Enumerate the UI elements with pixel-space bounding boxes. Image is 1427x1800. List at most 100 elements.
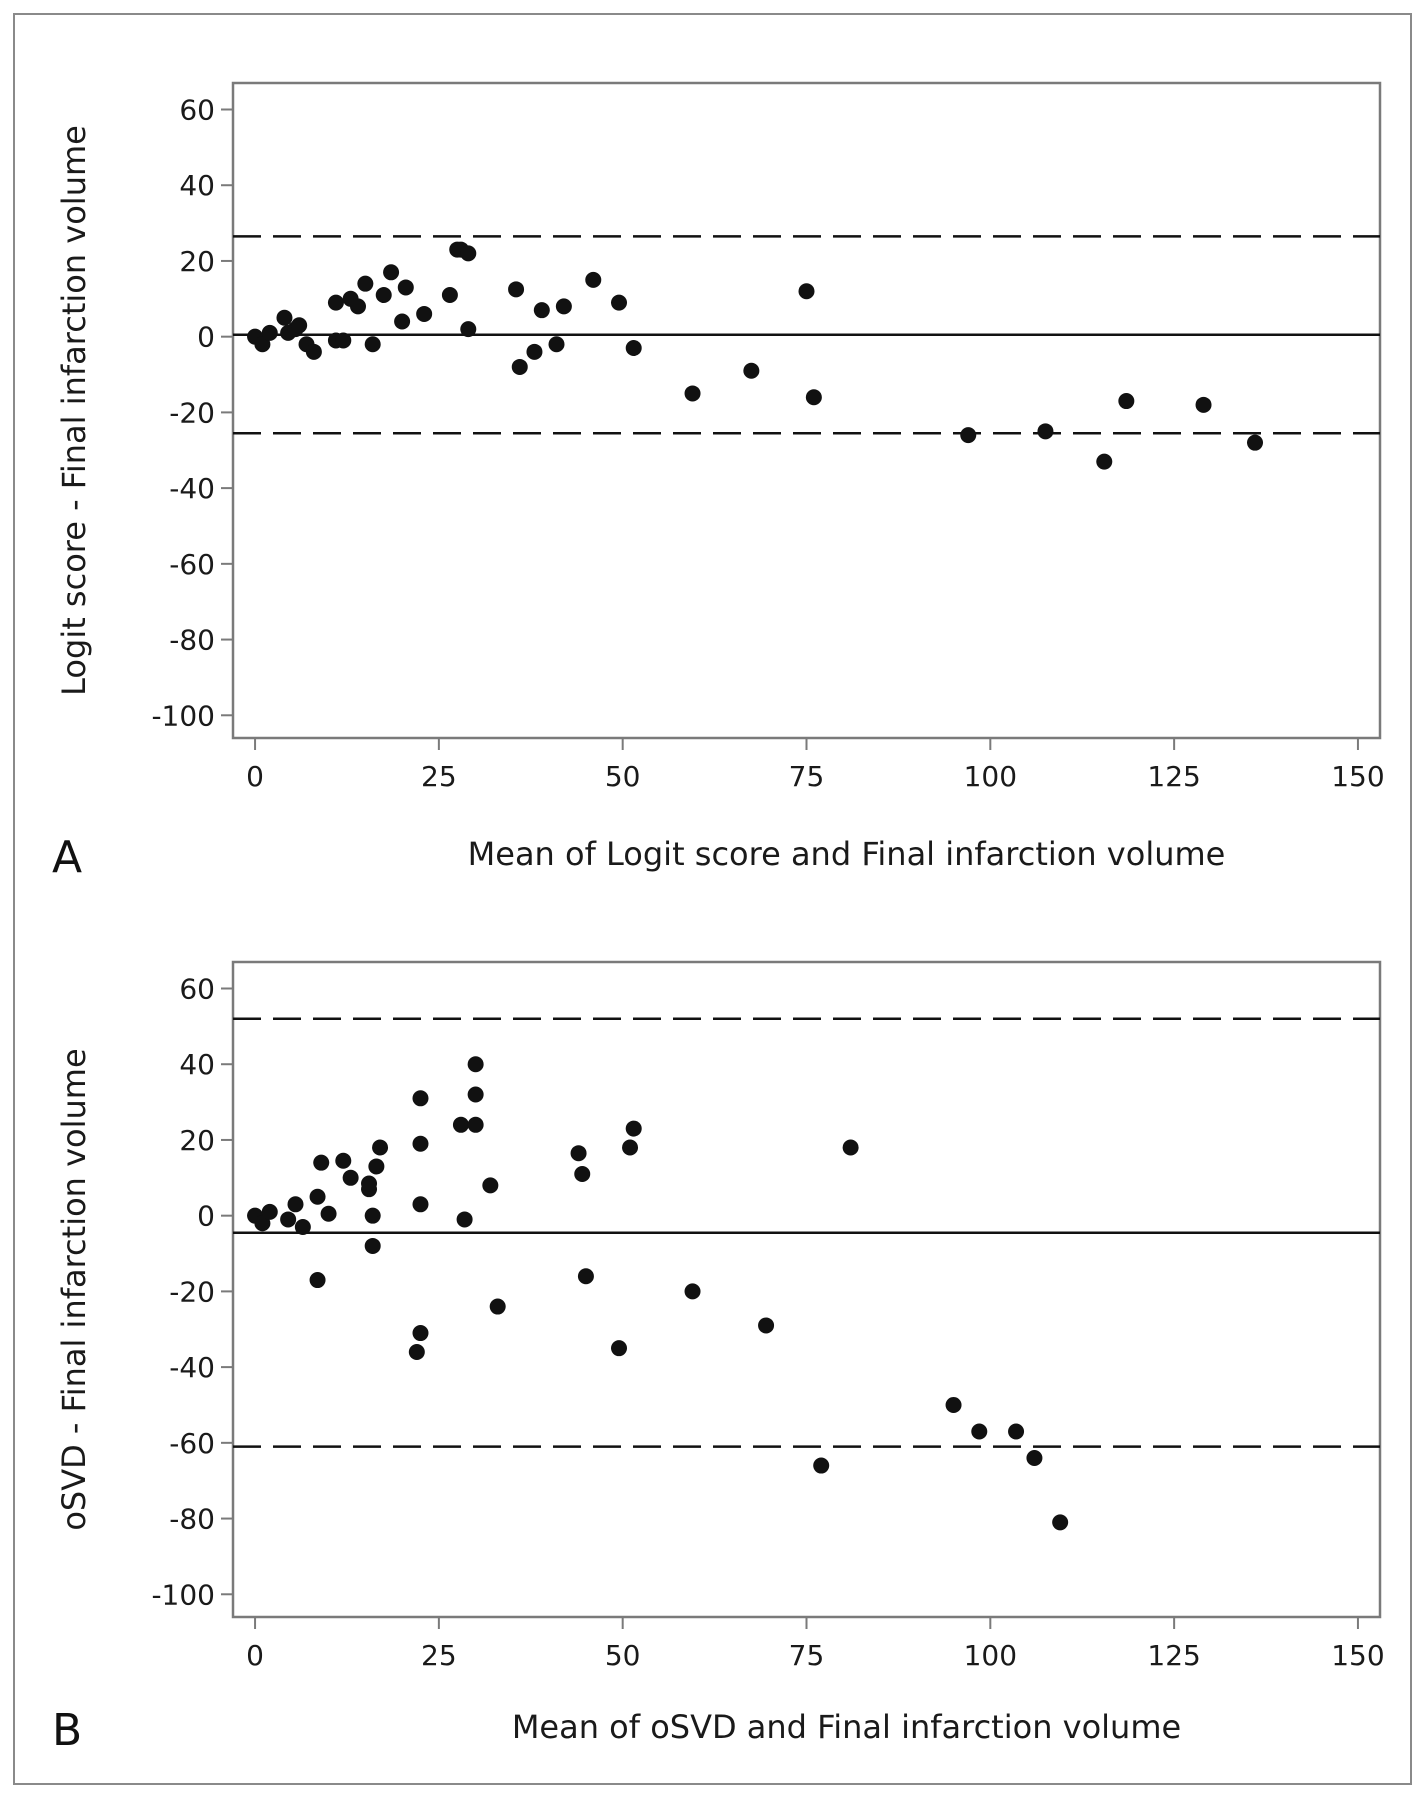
- panel-a-data-point: [254, 336, 271, 353]
- panel-b-x-tick-label: 150: [1331, 1639, 1384, 1672]
- panel-b-data-point: [1026, 1449, 1043, 1466]
- panel-b-data-point: [364, 1207, 381, 1224]
- panel-a-data-point: [460, 321, 477, 338]
- panel-b-data-point: [412, 1325, 429, 1342]
- panel-b-y-tick-label: -20: [169, 1275, 215, 1308]
- panel-a-x-tick-label: 150: [1331, 760, 1384, 793]
- figure-frame: [13, 13, 1412, 1785]
- panel-b-x-tick-label: 100: [964, 1639, 1017, 1672]
- panel-b-x-tick-label: 125: [1147, 1639, 1200, 1672]
- panel-a-data-point: [1037, 423, 1054, 440]
- panel-b-plot-area: [231, 960, 1382, 1619]
- panel-a-data-point: [335, 332, 352, 349]
- panel-a-y-tick-label: 20: [179, 245, 215, 278]
- panel-a-data-point: [397, 279, 414, 296]
- panel-a-x-tick-label: 100: [964, 760, 1017, 793]
- panel-a-label: A: [52, 832, 82, 883]
- panel-a-data-point: [548, 336, 565, 353]
- panel-b-data-point: [342, 1169, 359, 1186]
- panel-b-data-point: [335, 1152, 352, 1169]
- panel-b-data-point: [1052, 1514, 1069, 1531]
- panel-a-data-point: [460, 245, 477, 262]
- panel-b-data-point: [320, 1205, 337, 1222]
- panel-b-x-tick-label: 50: [605, 1639, 641, 1672]
- panel-a-data-point: [291, 317, 308, 334]
- panel-b-y-tick-label: 0: [197, 1200, 215, 1233]
- panel-a-data-point: [625, 340, 642, 357]
- panel-a-data-point: [960, 427, 977, 444]
- panel-b-data-point: [467, 1086, 484, 1103]
- panel-b-data-point: [368, 1158, 385, 1175]
- panel-a-data-point: [349, 298, 366, 315]
- panel-b-data-point: [372, 1139, 389, 1156]
- panel-a-data-point: [261, 324, 278, 341]
- panel-b-data-point: [287, 1196, 304, 1213]
- panel-a-data-point: [555, 298, 572, 315]
- panel-b-data-point: [408, 1343, 425, 1360]
- panel-a-data-point: [276, 309, 293, 326]
- panel-a-data-point: [611, 294, 628, 311]
- panel-b-data-point: [1008, 1423, 1025, 1440]
- panel-a-data-point: [394, 313, 411, 330]
- panel-b-data-point: [574, 1166, 591, 1183]
- panel-b-data-point: [412, 1196, 429, 1213]
- panel-a-data-point: [357, 275, 374, 292]
- panel-b-label: B: [52, 1705, 82, 1756]
- panel-b-x-tick-label: 75: [789, 1639, 825, 1672]
- panel-b-x-axis-title: Mean of oSVD and Final infarction volume: [512, 1708, 1181, 1746]
- panel-b-data-point: [309, 1188, 326, 1205]
- panel-a-data-point: [375, 287, 392, 304]
- panel-a-x-tick-label: 50: [605, 760, 641, 793]
- panel-b-x-tick-label: 25: [421, 1639, 457, 1672]
- panel-b-y-tick-label: -60: [169, 1427, 215, 1460]
- panel-a-data-point: [1247, 434, 1264, 451]
- panel-b-data-point: [412, 1135, 429, 1152]
- panel-a-x-tick-label: 25: [421, 760, 457, 793]
- panel-a-data-point: [511, 358, 528, 375]
- panel-b-y-tick-label: 40: [179, 1048, 215, 1081]
- panel-a-y-tick-label: -80: [169, 624, 215, 657]
- panel-b-data-point: [482, 1177, 499, 1194]
- panel-b-data-point: [842, 1139, 859, 1156]
- panel-b-y-tick-label: -40: [169, 1351, 215, 1384]
- panel-b-data-point: [971, 1423, 988, 1440]
- panel-a-data-point: [526, 343, 543, 360]
- panel-b-y-tick-label: -100: [151, 1578, 215, 1611]
- panel-a-data-point: [416, 305, 433, 322]
- panel-b-data-point: [622, 1139, 639, 1156]
- panel-b-x-tick-label: 0: [246, 1639, 264, 1672]
- panel-b-data-point: [570, 1145, 587, 1162]
- panel-b-data-point: [261, 1203, 278, 1220]
- panel-b-data-point: [294, 1219, 311, 1236]
- panel-b-data-point: [313, 1154, 330, 1171]
- panel-a-y-tick-label: 40: [179, 169, 215, 202]
- panel-a-data-point: [508, 281, 525, 298]
- panel-a-y-axis-title: Logit score - Final infarction volume: [55, 125, 93, 696]
- panel-b-data-point: [361, 1175, 378, 1192]
- panel-a-x-tick-label: 75: [789, 760, 825, 793]
- panel-a-x-axis-title: Mean of Logit score and Final infarction…: [468, 835, 1226, 873]
- panel-a-data-point: [805, 389, 822, 406]
- panel-a-data-point: [327, 294, 344, 311]
- panel-b-data-point: [452, 1116, 469, 1133]
- panel-b-data-point: [412, 1090, 429, 1107]
- panel-b-data-point: [489, 1298, 506, 1315]
- panel-b-data-point: [684, 1283, 701, 1300]
- panel-a-data-point: [364, 336, 381, 353]
- panel-a-y-tick-label: -60: [169, 548, 215, 581]
- panel-a-y-tick-label: 60: [179, 94, 215, 127]
- panel-a-data-point: [305, 343, 322, 360]
- panel-b-data-point: [467, 1056, 484, 1073]
- panel-b-y-tick-label: 20: [179, 1124, 215, 1157]
- panel-b-data-point: [309, 1272, 326, 1289]
- panel-a-data-point: [533, 302, 550, 319]
- panel-a-y-tick-label: -100: [151, 699, 215, 732]
- panel-a-y-tick-label: -40: [169, 472, 215, 505]
- panel-b-data-point: [758, 1317, 775, 1334]
- panel-b-data-point: [611, 1340, 628, 1357]
- panel-a-x-tick-label: 0: [246, 760, 264, 793]
- panel-b-data-point: [577, 1268, 594, 1285]
- panel-b-data-point: [625, 1120, 642, 1137]
- panel-b-data-point: [945, 1396, 962, 1413]
